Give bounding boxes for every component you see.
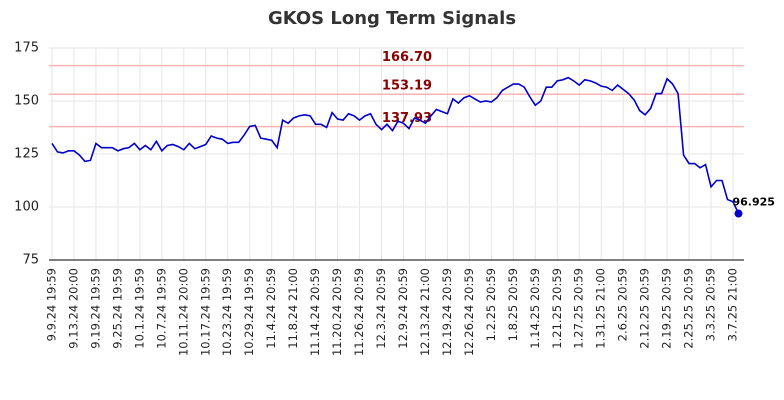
- x-tick-label: 9.9.24 19:59: [45, 268, 59, 341]
- x-tick-label: 11.14.24 20:59: [308, 268, 322, 356]
- x-tick-label: 1.14.25 20:59: [528, 268, 542, 349]
- x-tick-label: 10.7.24 19:59: [154, 268, 168, 349]
- x-tick-label: 10.17.24 19:59: [198, 268, 212, 356]
- x-tick-label: 1.8.25 20:59: [506, 268, 520, 341]
- x-tick-label: 2.19.25 20:59: [660, 268, 674, 349]
- x-tick-label: 1.2.25 20:59: [484, 268, 498, 341]
- x-tick-label: 12.26.24 20:59: [462, 268, 476, 356]
- y-tick-label: 100: [14, 200, 39, 215]
- x-tick-label: 12.9.24 20:59: [396, 268, 410, 349]
- x-tick-label: 11.8.24 21:00: [286, 268, 300, 349]
- x-tick-label: 3.3.25 20:59: [704, 268, 718, 341]
- last-value-label: 96.925: [732, 196, 774, 209]
- x-tick-label: 12.13.24 21:00: [418, 268, 432, 356]
- x-tick-label: 2.25.25 20:59: [682, 268, 696, 349]
- x-tick-label: 2.12.25 20:59: [638, 268, 652, 349]
- x-tick-label: 12.19.24 20:59: [440, 268, 454, 356]
- x-tick-label: 9.13.24 20:00: [66, 268, 80, 349]
- x-tick-label: 1.27.25 20:59: [572, 268, 586, 349]
- x-tick-label: 9.19.24 19:59: [88, 268, 102, 349]
- signal-label: 153.19: [382, 79, 432, 94]
- x-tick-label: 10.11.24 20:00: [176, 268, 190, 356]
- x-tick-label: 11.20.24 20:59: [330, 268, 344, 356]
- y-tick-label: 175: [14, 41, 39, 56]
- x-tick-label: 11.26.24 20:59: [352, 268, 366, 356]
- last-point: [734, 209, 743, 218]
- y-tick-label: 75: [22, 253, 39, 268]
- x-tick-label: 10.29.24 19:59: [242, 268, 256, 356]
- x-tick-label: 11.4.24 20:59: [264, 268, 278, 349]
- x-tick-label: 3.7.25 21:00: [726, 268, 740, 341]
- x-tick-label: 2.6.25 20:59: [616, 268, 630, 341]
- y-tick-label: 150: [14, 94, 39, 109]
- x-tick-label: 10.1.24 19:59: [132, 268, 146, 349]
- price-line: [51, 76, 740, 214]
- chart-title: GKOS Long Term Signals: [268, 8, 516, 29]
- x-tick-label: 1.21.25 20:59: [550, 268, 564, 349]
- signal-label: 166.70: [382, 50, 432, 65]
- signal-label: 137.93: [382, 111, 432, 126]
- x-tick-label: 12.3.24 20:59: [374, 268, 388, 349]
- x-tick-label: 9.25.24 19:59: [110, 268, 124, 349]
- x-tick-label: 1.31.25 21:00: [594, 268, 608, 349]
- y-tick-label: 125: [14, 147, 39, 162]
- x-tick-label: 10.23.24 19:59: [220, 268, 234, 356]
